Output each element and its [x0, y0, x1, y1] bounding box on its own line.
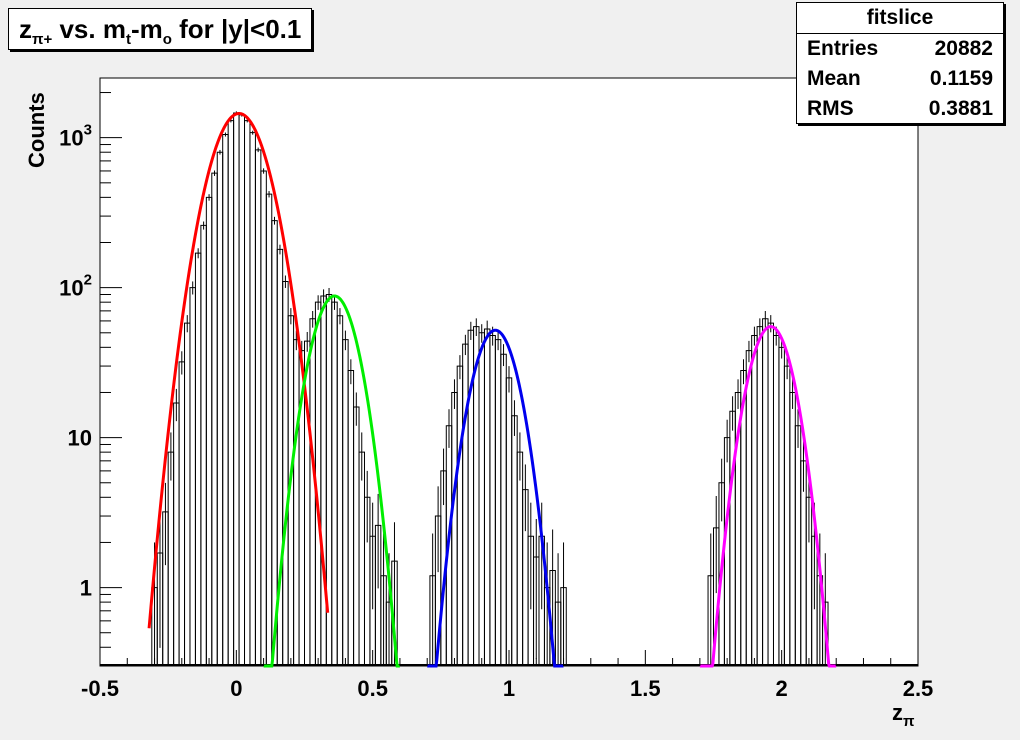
- axes-layer: -0.5 0 0.5 1 1.5 2 2.5 1 10 102 103: [59, 92, 934, 701]
- y-axis-title: Counts: [24, 92, 49, 168]
- y-tick-label: 102: [59, 272, 92, 301]
- title-mid: vs. m: [52, 14, 126, 44]
- x-tick-label: 2.5: [903, 676, 934, 701]
- x-tick-label: 0.5: [357, 676, 388, 701]
- x-tick-label: 0: [230, 676, 242, 701]
- stats-row-mean: Mean 0.1159: [797, 64, 1003, 94]
- y-tick-label: 10: [68, 426, 92, 451]
- x-tick-label: 2: [776, 676, 788, 701]
- fit-curve-3: [427, 328, 564, 668]
- stats-row-entries: Entries 20882: [797, 34, 1003, 64]
- fit-curve-1: [147, 111, 330, 629]
- stats-value: 20882: [934, 37, 993, 60]
- stats-box: fitslice Entries 20882 Mean 0.1159 RMS 0…: [796, 2, 1004, 124]
- fit-curve-2: [263, 294, 400, 668]
- chart-title: zπ+ vs. mt-mo for |y|<0.1: [8, 8, 313, 50]
- x-axis-title: zπ: [892, 700, 915, 730]
- x-tick-label: 1: [503, 676, 515, 701]
- fit-curve-4: [699, 325, 837, 668]
- x-axis-title-main: z: [892, 700, 903, 725]
- x-tick-label: -0.5: [81, 676, 119, 701]
- stats-value: 0.3881: [928, 97, 993, 120]
- stats-label: Mean: [807, 67, 861, 90]
- stats-title: fitslice: [797, 3, 1003, 34]
- title-dash: -m: [130, 14, 163, 44]
- stats-value: 0.1159: [929, 67, 993, 90]
- y-tick-label: 103: [59, 122, 92, 151]
- title-dash-sub: o: [162, 31, 172, 49]
- title-mid-sub: t: [125, 31, 131, 49]
- title-tail: for |y|<0.1: [171, 14, 302, 44]
- x-tick-label: 1.5: [630, 676, 661, 701]
- stats-label: Entries: [807, 37, 879, 60]
- x-axis-title-sub: π: [903, 713, 915, 730]
- y-tick-label: 1: [80, 576, 92, 601]
- fit-curves-layer: [147, 111, 837, 668]
- stats-label: RMS: [807, 97, 854, 120]
- histogram-layer: [100, 111, 918, 666]
- title-main: z: [19, 14, 32, 44]
- stats-row-rms: RMS 0.3881: [797, 94, 1003, 124]
- title-main-sub: π+: [32, 31, 53, 49]
